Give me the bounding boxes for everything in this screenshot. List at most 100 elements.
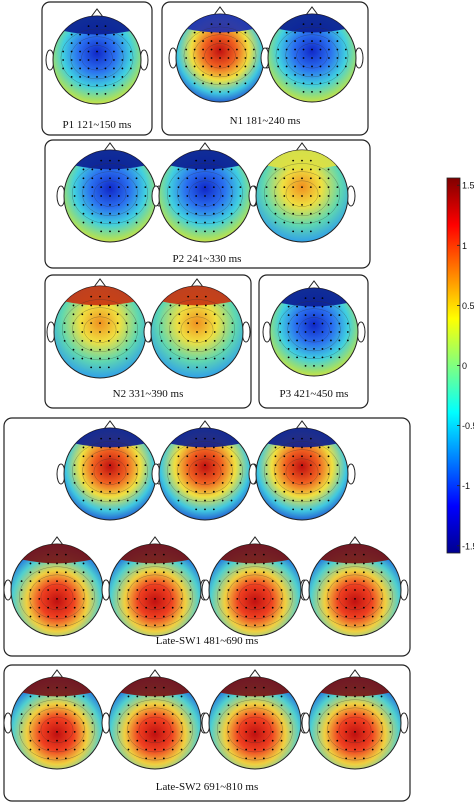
electrode (116, 357, 119, 360)
electrode (304, 331, 307, 333)
electrode (56, 571, 58, 574)
electrode (29, 695, 32, 698)
electrode (271, 713, 274, 716)
contour (180, 316, 214, 343)
electrode (296, 314, 298, 316)
electrode (29, 739, 32, 742)
electrode (219, 74, 221, 76)
electrode (327, 186, 330, 189)
electrode (309, 499, 312, 502)
electrode (222, 339, 225, 342)
electrode (73, 195, 76, 197)
electrode (79, 84, 81, 87)
electrode (145, 615, 148, 618)
head-map (151, 142, 259, 243)
electrode (82, 212, 85, 215)
electrode (47, 739, 50, 742)
electrode (362, 589, 365, 591)
electrode (354, 739, 356, 742)
electrode (79, 76, 81, 78)
electrode (186, 186, 189, 189)
electrode (327, 562, 330, 565)
electrode (245, 686, 248, 689)
electrode (362, 624, 365, 627)
electrode (64, 704, 67, 707)
electrode (196, 366, 198, 369)
electrode (262, 695, 265, 698)
electrode (126, 212, 129, 215)
electrode (127, 562, 130, 565)
electrode (302, 23, 305, 26)
contour (274, 171, 330, 216)
electrode (244, 82, 247, 85)
electrode (113, 76, 115, 78)
electrode (302, 82, 305, 85)
electrode (154, 580, 156, 583)
electrode (204, 203, 206, 206)
electrode (301, 473, 303, 475)
electrode (204, 295, 207, 298)
electrode (82, 221, 85, 224)
electrode (254, 739, 256, 742)
electrode (262, 722, 265, 724)
electrode (180, 615, 183, 618)
electrode (354, 730, 356, 733)
electrode (245, 624, 248, 627)
panel-label: P3 421~450 ms (280, 388, 349, 400)
contour (138, 716, 172, 743)
electrode (56, 713, 58, 716)
electrode (169, 339, 172, 342)
electrode (82, 168, 85, 171)
electrode (64, 748, 67, 751)
electrode (109, 499, 111, 502)
electrode (221, 490, 224, 493)
electrode (254, 624, 256, 627)
electrode (136, 571, 139, 574)
electrode (87, 59, 90, 61)
electrode (154, 553, 156, 556)
electrode (79, 67, 81, 70)
electrode (195, 464, 198, 467)
electrode (168, 464, 171, 467)
electrode (38, 730, 41, 733)
electrode (100, 186, 103, 189)
electrode (154, 739, 156, 742)
electrode (309, 455, 312, 458)
electrode (118, 589, 121, 591)
electrode (212, 177, 215, 180)
electrode (279, 322, 282, 325)
electrode (302, 48, 305, 51)
electrode (336, 739, 339, 742)
electrode (362, 748, 365, 751)
electrode (292, 212, 295, 215)
electrode (309, 168, 312, 171)
electrode (180, 589, 183, 591)
electrode (239, 464, 242, 467)
electrode (135, 203, 138, 206)
electrode (336, 40, 339, 42)
electrode (336, 597, 339, 600)
electrode (186, 203, 189, 206)
electrode (230, 203, 233, 206)
top-patch (320, 544, 390, 564)
electrode (304, 356, 307, 359)
electrode (121, 84, 124, 87)
electrode (135, 490, 138, 493)
contour (217, 566, 293, 628)
electrode (338, 348, 341, 350)
electrode (126, 455, 129, 458)
electrode (186, 490, 189, 493)
electrode (289, 597, 292, 600)
electrode (70, 50, 73, 53)
contour (317, 566, 393, 628)
electrode (354, 589, 356, 591)
electrode (294, 65, 296, 68)
electrode (230, 221, 233, 224)
electrode (121, 33, 124, 36)
nose (248, 536, 262, 546)
electrode (318, 464, 321, 467)
electrode (265, 195, 268, 197)
electrode (274, 203, 277, 206)
electrode (64, 722, 67, 724)
